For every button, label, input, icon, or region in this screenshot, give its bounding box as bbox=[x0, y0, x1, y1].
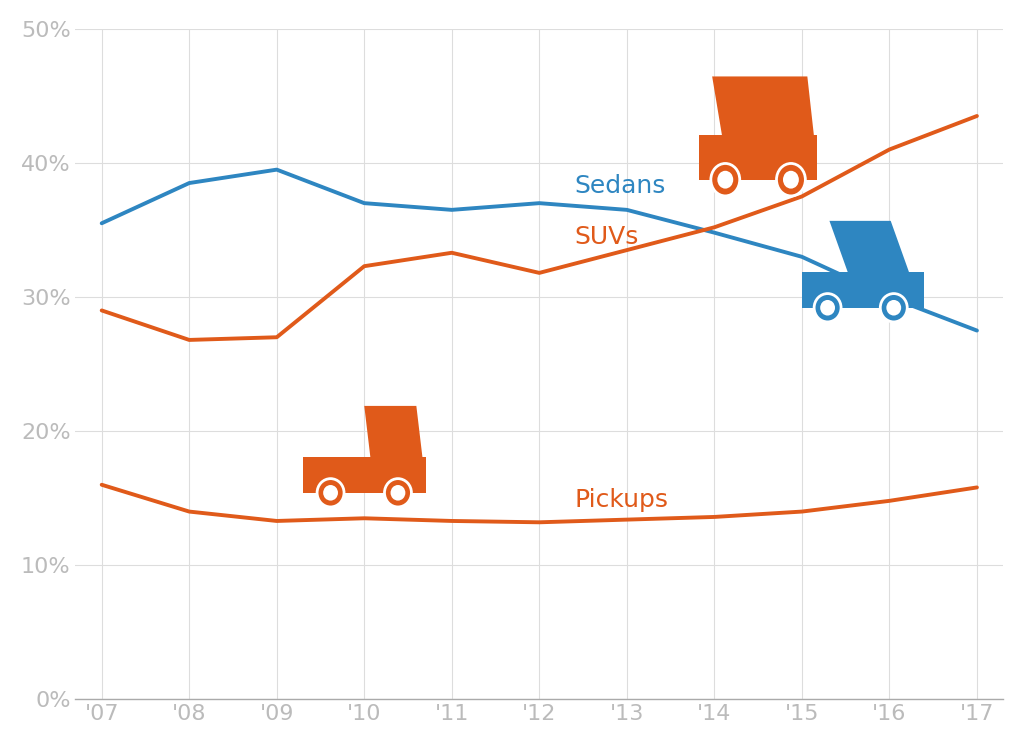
Ellipse shape bbox=[881, 294, 907, 322]
PathPatch shape bbox=[712, 77, 814, 136]
Ellipse shape bbox=[390, 485, 406, 501]
Ellipse shape bbox=[711, 163, 739, 196]
Ellipse shape bbox=[887, 300, 901, 316]
Text: Pickups: Pickups bbox=[574, 487, 669, 512]
Ellipse shape bbox=[776, 163, 805, 196]
Text: Sedans: Sedans bbox=[574, 174, 666, 197]
PathPatch shape bbox=[303, 457, 426, 492]
Ellipse shape bbox=[317, 478, 344, 507]
PathPatch shape bbox=[368, 457, 371, 492]
Ellipse shape bbox=[814, 294, 841, 322]
PathPatch shape bbox=[365, 406, 423, 457]
Ellipse shape bbox=[384, 478, 412, 507]
Ellipse shape bbox=[783, 171, 799, 188]
Ellipse shape bbox=[324, 485, 338, 501]
Text: SUVs: SUVs bbox=[574, 225, 639, 249]
PathPatch shape bbox=[802, 273, 925, 308]
Ellipse shape bbox=[820, 300, 835, 316]
PathPatch shape bbox=[699, 136, 817, 180]
Ellipse shape bbox=[718, 171, 733, 188]
PathPatch shape bbox=[829, 221, 909, 273]
